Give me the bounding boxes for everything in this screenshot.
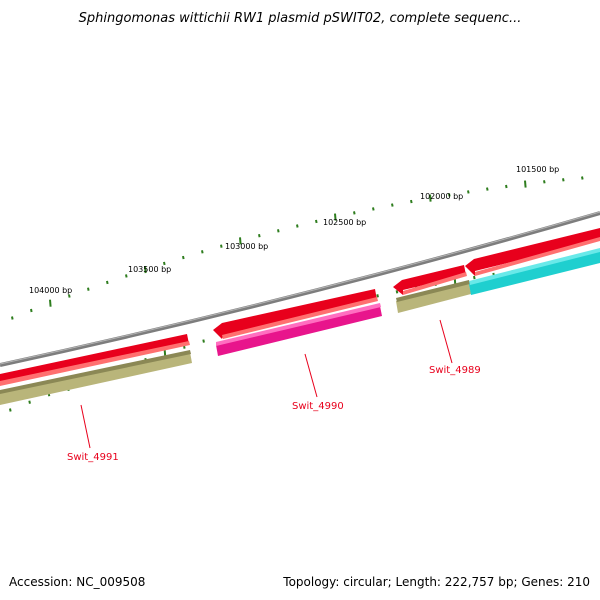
- gene-forward-middle[interactable]: [213, 289, 378, 339]
- minor-tick: [391, 203, 394, 207]
- major-tick: [429, 194, 432, 202]
- minor-tick: [581, 176, 584, 180]
- gene-reverse-khaki-left[interactable]: [0, 350, 192, 405]
- minor-tick: [315, 219, 318, 224]
- minor-tick: [68, 294, 71, 298]
- minor-tick: [220, 244, 223, 248]
- leader-line-swit4989: [439, 319, 453, 364]
- minor-tick: [125, 274, 128, 278]
- minor-tick: [473, 275, 476, 280]
- bp-label-102000: 102000 bp: [420, 192, 463, 201]
- minor-tick: [9, 408, 12, 412]
- minor-tick: [372, 207, 375, 211]
- topology-summary: Topology: circular; Length: 222,757 bp; …: [282, 575, 590, 589]
- minor-tick: [106, 280, 109, 285]
- minor-tick: [448, 193, 451, 197]
- minor-tick: [87, 287, 90, 291]
- minor-tick: [258, 234, 261, 238]
- bp-label-102500: 102500 bp: [323, 218, 366, 227]
- minor-tick: [543, 180, 546, 184]
- gene-reverse-cyan[interactable]: [469, 248, 600, 295]
- bp-label-101500: 101500 bp: [516, 165, 559, 174]
- leader-line-swit4990: [304, 353, 318, 398]
- plasmid-backbone: [0, 211, 600, 367]
- major-tick: [49, 299, 52, 307]
- gene-reverse-magenta[interactable]: [216, 303, 382, 356]
- minor-tick: [353, 211, 356, 215]
- minor-tick: [277, 229, 280, 233]
- gene-reverse-khaki-right[interactable]: [396, 280, 471, 313]
- gene-label-swit4990[interactable]: Swit_4990: [292, 401, 344, 412]
- minor-tick: [11, 316, 14, 320]
- accession-text: Accession: NC_009508: [9, 575, 145, 589]
- minor-tick: [410, 199, 413, 204]
- minor-tick: [505, 184, 508, 189]
- minor-tick: [395, 290, 399, 294]
- major-tick: [239, 237, 242, 245]
- minor-tick: [202, 339, 205, 343]
- bp-label-103000: 103000 bp: [225, 242, 268, 251]
- minor-tick: [201, 250, 204, 254]
- bp-label-104000: 104000 bp: [29, 286, 72, 295]
- map-title: Sphingomonas wittichii RW1 plasmid pSWIT…: [79, 11, 522, 26]
- minor-tick: [163, 261, 166, 266]
- major-tick: [144, 266, 147, 274]
- minor-tick: [562, 178, 565, 182]
- gene-forward-right-a[interactable]: [393, 265, 467, 295]
- gene-forward-right-b[interactable]: [465, 228, 600, 276]
- minor-tick: [296, 224, 299, 228]
- leader-line-swit4991: [80, 404, 91, 449]
- gene-label-swit4991[interactable]: Swit_4991: [67, 452, 119, 463]
- major-tick: [524, 180, 527, 188]
- minor-tick: [467, 190, 470, 194]
- minor-tick: [486, 187, 489, 191]
- minor-tick: [28, 400, 31, 404]
- minor-tick: [376, 294, 379, 298]
- minor-tick: [30, 308, 33, 313]
- gene-forward-left[interactable]: [0, 334, 190, 386]
- major-tick: [334, 213, 337, 221]
- minor-tick: [182, 255, 185, 260]
- outer-scale-ticks: [11, 176, 584, 320]
- bp-label-103500: 103500 bp: [128, 265, 171, 274]
- gene-label-swit4989[interactable]: Swit_4989: [429, 365, 481, 376]
